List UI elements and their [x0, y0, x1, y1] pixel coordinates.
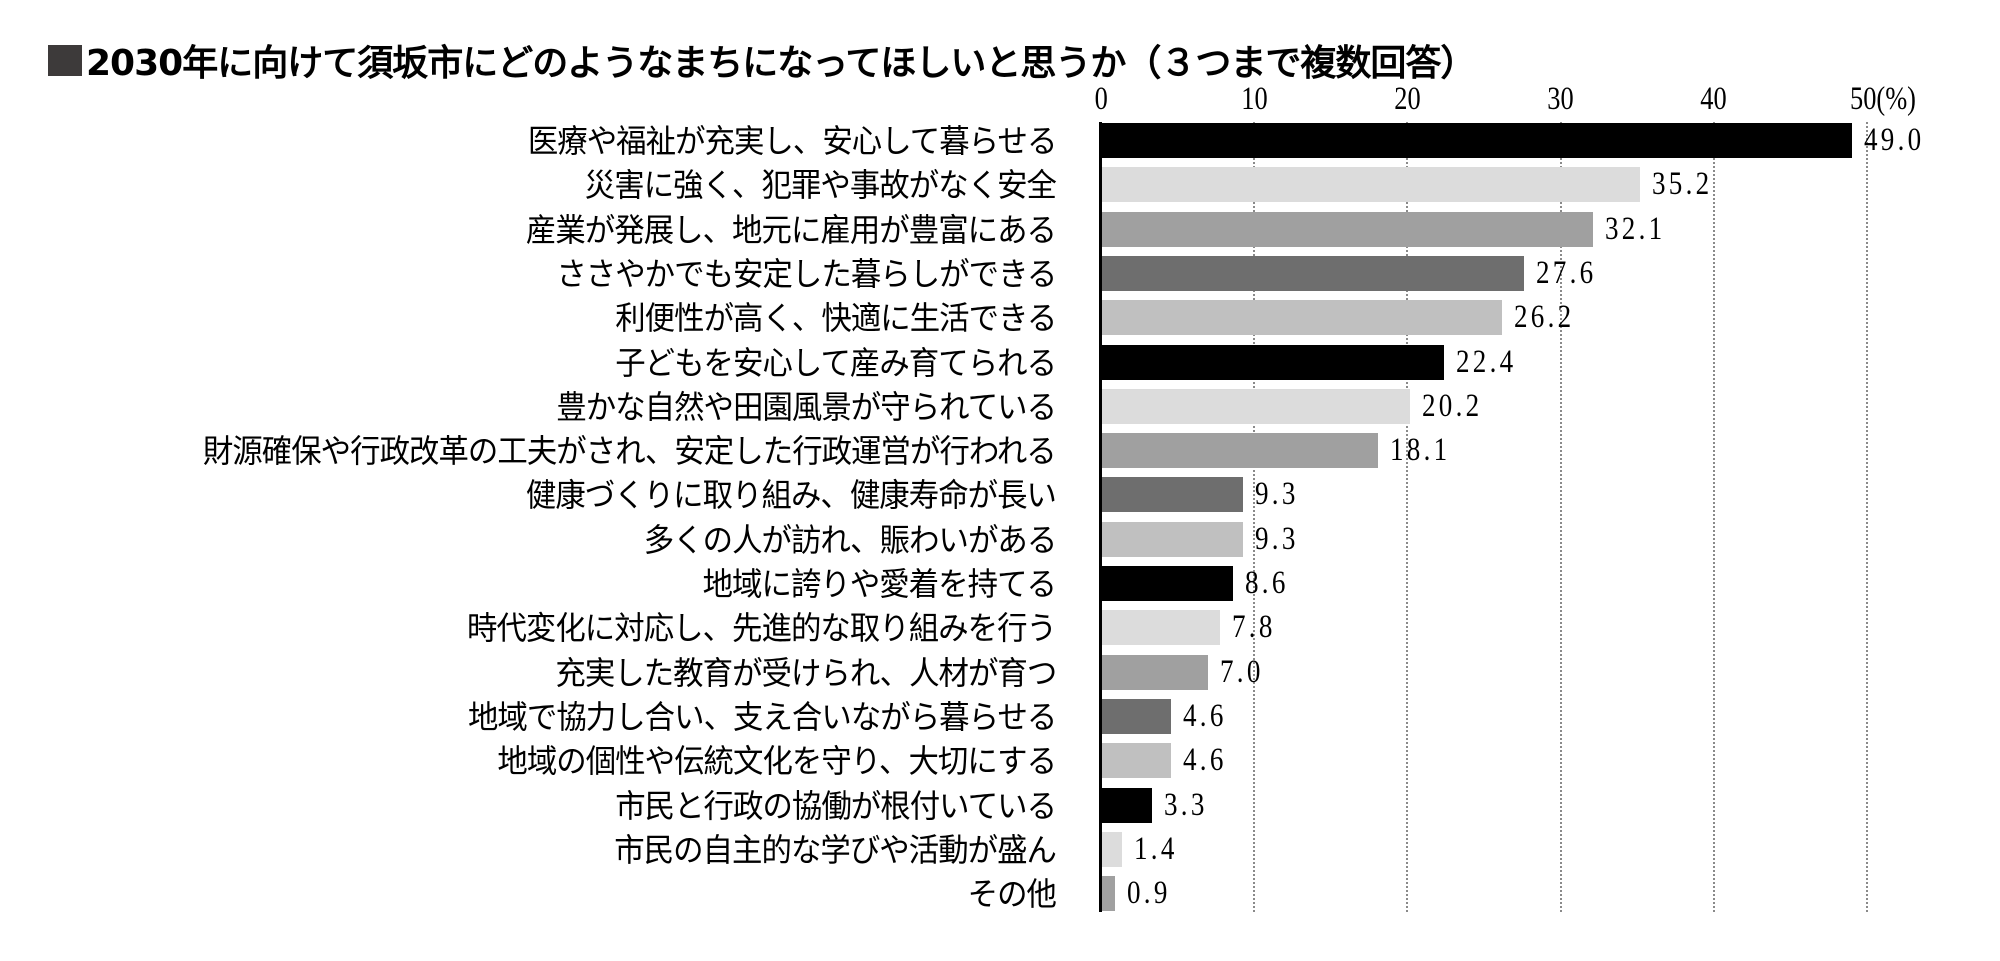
value-label: 35.2 — [1652, 166, 1713, 203]
value-label: 7.8 — [1232, 609, 1277, 646]
bar — [1101, 698, 1172, 734]
x-tick-label: 30 — [1547, 81, 1574, 117]
bar-row: 地域の個性や伝統文化を守り、大切にする 4.6 — [0, 742, 2000, 780]
x-tick-label: 0 — [1094, 81, 1108, 117]
bar-row: 地域に誇りや愛着を持てる 8.6 — [0, 565, 2000, 603]
gridline — [1406, 122, 1409, 912]
bar-row: 医療や福祉が充実し、安心して暮らせる 49.0 — [0, 122, 2000, 160]
bar — [1101, 831, 1123, 867]
bar-row: 利便性が高く、快適に生活できる 26.2 — [0, 299, 2000, 337]
category-label: 財源確保や行政改革の工夫がされ、安定した行政運営が行われる — [203, 432, 1057, 471]
value-label: 4.6 — [1183, 742, 1228, 779]
bar — [1101, 255, 1524, 291]
category-label: 地域に誇りや愛着を持てる — [702, 565, 1057, 603]
y-axis-line — [1099, 122, 1102, 912]
bar-row: 地域で協力し合い、支え合いながら暮らせる 4.6 — [0, 697, 2000, 736]
gridline — [1253, 122, 1256, 912]
category-label: 災害に強く、犯罪や事故がなく安全 — [584, 166, 1057, 205]
title-square-marker-icon — [48, 44, 82, 76]
category-label: 地域で協力し合い、支え合いながら暮らせる — [467, 697, 1057, 736]
bar-row: 災害に強く、犯罪や事故がなく安全 35.2 — [0, 166, 2000, 204]
bar — [1101, 654, 1209, 690]
bar-row: ささやかでも安定した暮らしができる 27.6 — [0, 254, 2000, 293]
bar-row: 時代変化に対応し、先進的な取り組みを行う 7.8 — [0, 609, 2000, 647]
value-label: 49.0 — [1863, 122, 1925, 158]
bar — [1101, 433, 1379, 469]
bar — [1101, 123, 1852, 158]
value-label: 0.9 — [1126, 875, 1171, 912]
bar-row: 財源確保や行政改革の工夫がされ、安定した行政運営が行われる 18.1 — [0, 432, 2000, 470]
bar — [1101, 787, 1152, 823]
bar — [1101, 211, 1593, 247]
bar-row: 多くの人が訪れ、賑わいがある 9.3 — [0, 520, 2000, 559]
chart-title: 2030年に向けて須坂市にどのようなまちになってほしいと思うか（３つまで複数回答… — [48, 36, 1476, 84]
x-tick-label: 50(%) — [1850, 81, 1916, 117]
category-label: 豊かな自然や田園風景が守られている — [556, 387, 1057, 426]
bar — [1101, 521, 1244, 557]
bar — [1101, 167, 1641, 203]
bar-row: その他 0.9 — [0, 875, 2000, 913]
value-label: 9.3 — [1255, 520, 1300, 557]
bar-row: 市民の自主的な学びや活動が盛ん 1.4 — [0, 830, 2000, 869]
gridline — [1712, 122, 1715, 912]
value-label: 8.6 — [1244, 565, 1289, 601]
bar-row: 充実した教育が受けられ、人材が育つ 7.0 — [0, 653, 2000, 692]
category-label: その他 — [967, 875, 1057, 914]
category-label: 多くの人が訪れ、賑わいがある — [643, 520, 1057, 559]
category-label: ささやかでも安定した暮らしができる — [555, 254, 1057, 293]
bar — [1101, 388, 1411, 424]
gridline — [1866, 122, 1868, 912]
value-label: 7.0 — [1220, 653, 1264, 690]
category-label: 地域の個性や伝統文化を守り、大切にする — [497, 742, 1057, 781]
value-label: 22.4 — [1456, 343, 1517, 380]
bar-row: 豊かな自然や田園風景が守られている 20.2 — [0, 387, 2000, 426]
value-label: 1.4 — [1134, 830, 1179, 867]
bar-row: 子どもを安心して産み育てられる 22.4 — [0, 343, 2000, 382]
category-label: 産業が発展し、地元に雇用が豊富にある — [525, 210, 1057, 249]
category-label: 子どもを安心して産み育てられる — [615, 343, 1057, 382]
value-label: 3.3 — [1163, 786, 1208, 823]
x-tick-label: 40 — [1700, 81, 1727, 117]
bar — [1101, 344, 1445, 380]
value-label: 9.3 — [1255, 476, 1300, 513]
bar-row: 市民と行政の協働が根付いている 3.3 — [0, 786, 2000, 825]
gridline — [1559, 122, 1562, 912]
bar — [1101, 610, 1221, 646]
bar — [1101, 300, 1503, 336]
category-label: 市民の自主的な学びや活動が盛ん — [614, 830, 1057, 869]
bar — [1101, 477, 1244, 513]
bar-row: 産業が発展し、地元に雇用が豊富にある 32.1 — [0, 210, 2000, 249]
x-tick-label: 20 — [1394, 81, 1421, 117]
bar-row: 健康づくりに取り組み、健康寿命が長い 9.3 — [0, 476, 2000, 514]
value-label: 32.1 — [1604, 210, 1666, 247]
value-label: 26.2 — [1514, 299, 1575, 336]
x-tick-label: 10 — [1240, 81, 1268, 117]
category-label: 医療や福祉が充実し、安心して暮らせる — [527, 122, 1057, 160]
bar — [1101, 743, 1172, 779]
value-label: 4.6 — [1183, 697, 1228, 734]
bar — [1101, 876, 1115, 912]
value-label: 27.6 — [1535, 254, 1597, 291]
chart-title-text: 2030年に向けて須坂市にどのようなまちになってほしいと思うか（３つまで複数回答… — [86, 43, 1476, 84]
category-label: 時代変化に対応し、先進的な取り組みを行う — [466, 609, 1057, 648]
category-label: 充実した教育が受けられ、人材が育つ — [555, 653, 1057, 692]
bar — [1101, 566, 1233, 601]
category-label: 市民と行政の協働が根付いている — [615, 786, 1057, 825]
value-label: 20.2 — [1422, 387, 1483, 424]
value-label: 18.1 — [1390, 432, 1451, 469]
category-label: 健康づくりに取り組み、健康寿命が長い — [525, 476, 1057, 515]
category-label: 利便性が高く、快適に生活できる — [614, 299, 1057, 338]
